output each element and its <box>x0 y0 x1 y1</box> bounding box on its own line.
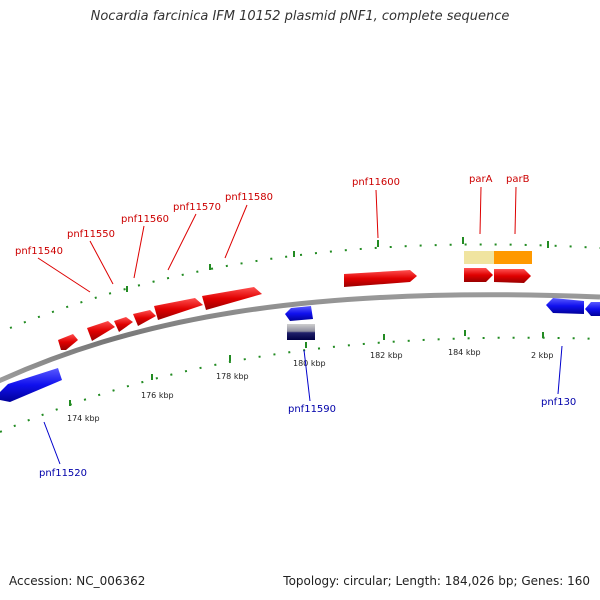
plasmid-backbone <box>0 292 600 384</box>
gene-label-forward: pnf11580 <box>225 192 273 203</box>
gene-label-reverse: pnf11520 <box>39 468 87 479</box>
forward-genes <box>58 268 531 350</box>
tick-label: 178 kbp <box>216 372 249 381</box>
gene-arrow-forward[interactable] <box>344 270 417 287</box>
tick-label: 176 kbp <box>141 391 174 400</box>
gene-label-forward: pnf11570 <box>173 202 221 213</box>
summary-text: Topology: circular; Length: 184,026 bp; … <box>283 574 590 588</box>
gene-arrow-forward[interactable] <box>494 269 531 283</box>
gene-arrow-forward[interactable] <box>202 287 262 310</box>
parA-gene-box[interactable] <box>464 251 494 264</box>
gene-arrow-forward[interactable] <box>464 268 493 282</box>
reverse-leaders <box>43 345 563 465</box>
tick-label: 182 kbp <box>370 351 403 360</box>
tick-label: 184 kbp <box>448 348 481 357</box>
gene-label-forward: pnf11600 <box>352 177 400 188</box>
gene-arrow-reverse[interactable] <box>546 298 584 314</box>
gene-label-reverse: pnf130 <box>541 397 576 408</box>
gene-arrow-forward[interactable] <box>133 310 156 326</box>
map-title: Nocardia farcinica IFM 10152 plasmid pNF… <box>90 9 510 24</box>
gene-arrow-reverse[interactable] <box>0 368 62 402</box>
gene-label-forward: pnf11540 <box>15 246 63 257</box>
parB-gene-box[interactable] <box>494 251 532 264</box>
gene-arrow-reverse[interactable] <box>585 302 600 316</box>
reverse-genes <box>0 298 600 402</box>
gene-arrow-forward[interactable] <box>154 298 203 320</box>
gene-arrow-forward[interactable] <box>58 334 78 350</box>
tick-label: 180 kbp <box>293 359 326 368</box>
gene-arrow-reverse[interactable] <box>285 306 313 321</box>
gene-arrow-forward[interactable] <box>87 321 115 341</box>
gene-label-forward: parB <box>506 174 530 185</box>
tick-label: 174 kbp <box>67 414 100 423</box>
outer-tick-ring <box>9 243 600 329</box>
gene-label-forward: parA <box>469 174 493 185</box>
gene-label-forward: pnf11550 <box>67 229 115 240</box>
tick-label: 2 kbp <box>531 351 553 360</box>
accession-text: Accession: NC_006362 <box>9 574 146 588</box>
inner-major-ticks <box>69 330 544 406</box>
gene-arrow-forward[interactable] <box>114 317 133 332</box>
gene-strip-180kbp[interactable] <box>287 324 315 340</box>
outer-major-ticks <box>126 237 549 292</box>
gene-label-forward: pnf11560 <box>121 214 169 225</box>
forward-leaders <box>37 186 517 293</box>
gene-label-reverse: pnf11590 <box>288 404 336 415</box>
